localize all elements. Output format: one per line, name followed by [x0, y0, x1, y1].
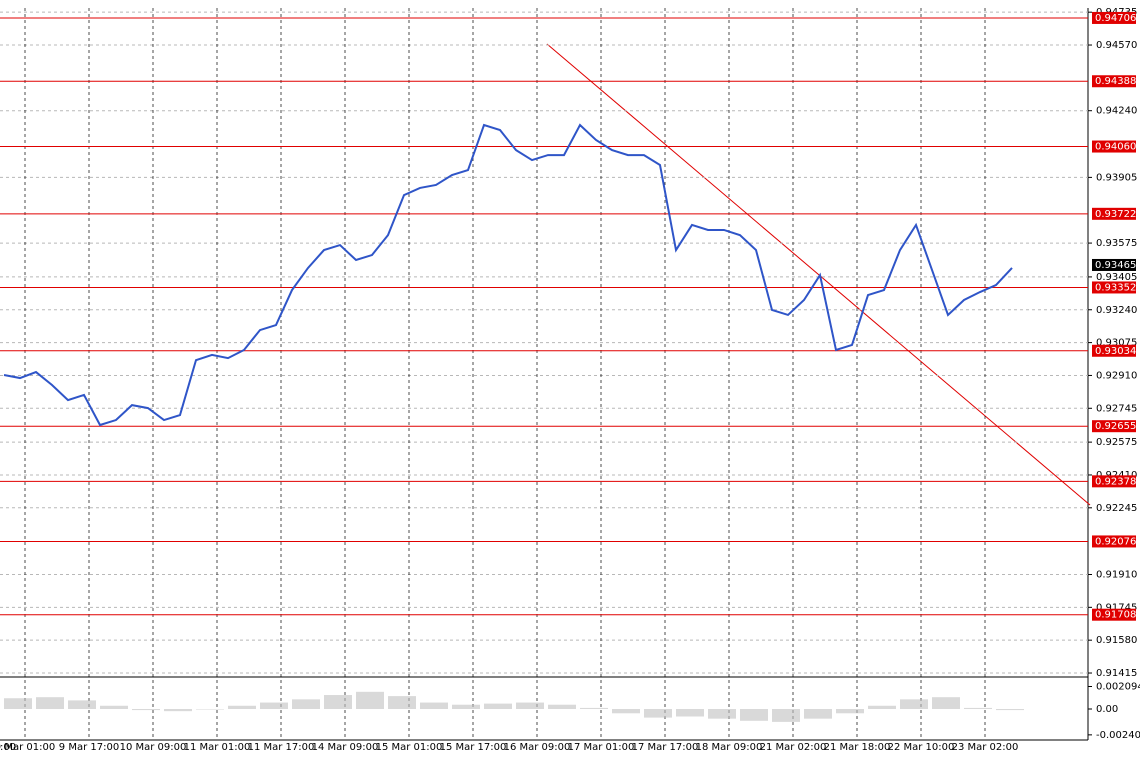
y-tick-label: 0.93240: [1096, 305, 1137, 316]
level-label: 0.94388: [1095, 76, 1136, 87]
osc-bar: [324, 695, 352, 709]
osc-bar: [388, 696, 416, 709]
x-tick-label: 15 Mar 17:00: [440, 742, 507, 753]
y-tick-label: 0.93905: [1096, 172, 1137, 183]
x-tick-label: 17 Mar 01:00: [568, 742, 635, 753]
level-tag: [1092, 535, 1136, 548]
osc-bar: [900, 699, 928, 709]
level-label: 0.91708: [1095, 610, 1136, 621]
osc-tick-label: 0.00: [1096, 704, 1118, 715]
osc-bar: [260, 702, 288, 709]
level-label: 0.93034: [1095, 346, 1136, 357]
level-label: 0.94706: [1095, 13, 1136, 24]
osc-bar: [452, 704, 480, 709]
x-tick-label: 14 Mar 09:00: [312, 742, 379, 753]
x-tick-label: 11 Mar 01:00: [184, 742, 251, 753]
y-tick-label: 0.91745: [1096, 602, 1137, 613]
x-tick-label: 22 Mar 10:00: [888, 742, 955, 753]
level-tag: [1092, 344, 1136, 357]
osc-bar: [356, 691, 384, 709]
osc-bar: [132, 709, 160, 711]
price-line: [3, 123, 1013, 427]
y-tick-label: 0.93405: [1096, 272, 1137, 283]
osc-bar: [644, 709, 672, 718]
level-label: 0.93352: [1095, 282, 1136, 293]
y-tick-label: 0.92245: [1096, 503, 1137, 514]
osc-bar: [676, 709, 704, 717]
level-tag: [1092, 75, 1136, 88]
level-label: 0.92655: [1095, 421, 1136, 432]
osc-bar: [548, 704, 576, 709]
level-tag: [1092, 11, 1136, 24]
osc-bar: [292, 699, 320, 709]
level-tag: [1092, 207, 1136, 220]
osc-bar: [420, 702, 448, 709]
y-tick-label: 0.92575: [1096, 437, 1137, 448]
y-tick-label: 0.93575: [1096, 238, 1137, 249]
x-tick-label: 23 Mar 02:00: [952, 742, 1019, 753]
x-tick-label: 11 Mar 17:00: [248, 742, 315, 753]
level-label: 0.94060: [1095, 142, 1136, 153]
osc-bar: [740, 709, 768, 721]
x-tick-label: 9 Mar 17:00: [59, 742, 119, 753]
y-tick-label: 0.91580: [1096, 635, 1137, 646]
trend-line: [546, 43, 1091, 506]
current-price-tag: [1092, 258, 1136, 271]
osc-bar: [196, 709, 224, 710]
osc-bar: [612, 709, 640, 714]
osc-bar: [868, 705, 896, 709]
level-tag: [1092, 140, 1136, 153]
y-tick-label: 0.93075: [1096, 338, 1137, 349]
osc-bar: [36, 697, 64, 709]
y-tick-label: 0.91910: [1096, 569, 1137, 580]
x-tick-label: 21 Mar 02:00: [760, 742, 827, 753]
level-tag: [1092, 281, 1136, 294]
y-tick-label: 0.91415: [1096, 668, 1137, 679]
osc-bar: [580, 707, 608, 709]
level-label: 0.92378: [1095, 476, 1136, 487]
osc-bar: [772, 709, 800, 722]
level-label: 0.92076: [1095, 536, 1136, 547]
osc-bar: [964, 707, 992, 709]
osc-bar: [68, 700, 96, 709]
level-tag: [1092, 608, 1136, 621]
x-tick-label: 15 Mar 01:00: [376, 742, 443, 753]
x-tick-label: :00: [0, 742, 16, 753]
osc-bar: [164, 709, 192, 712]
y-tick-label: 0.94570: [1096, 40, 1137, 51]
x-tick-label: 16 Mar 09:00: [504, 742, 571, 753]
osc-bar: [836, 709, 864, 714]
level-tag: [1092, 475, 1136, 488]
osc-bar: [4, 698, 32, 709]
y-tick-label: 0.92910: [1096, 370, 1137, 381]
osc-bar: [804, 709, 832, 719]
x-tick-label: 9 Mar 01:00: [0, 742, 55, 753]
osc-bar: [100, 705, 128, 709]
osc-tick-label: -0.002408: [1096, 730, 1140, 741]
osc-bar: [932, 697, 960, 709]
level-tag: [1092, 420, 1136, 433]
current-price-label: 0.93465: [1095, 260, 1136, 271]
y-tick-label: 0.94240: [1096, 106, 1137, 117]
osc-tick-label: 0.002094: [1096, 682, 1140, 693]
x-tick-label: 18 Mar 09:00: [696, 742, 763, 753]
level-label: 0.93722: [1095, 209, 1136, 220]
osc-bar: [484, 703, 512, 709]
x-tick-label: 21 Mar 18:00: [824, 742, 891, 753]
x-tick-label: 10 Mar 09:00: [120, 742, 187, 753]
y-tick-label: 0.92745: [1096, 403, 1137, 414]
osc-bar: [996, 709, 1024, 711]
osc-bar: [228, 705, 256, 709]
x-tick-label: 17 Mar 17:00: [632, 742, 699, 753]
osc-bar: [708, 709, 736, 719]
osc-bar: [516, 702, 544, 709]
